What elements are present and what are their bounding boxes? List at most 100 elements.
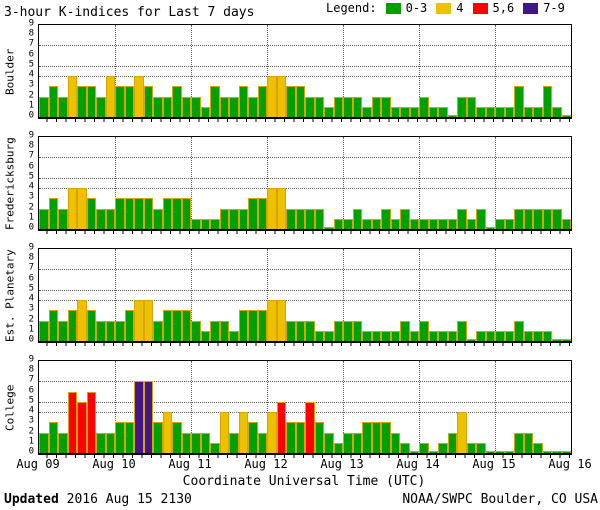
k-bar (77, 86, 87, 117)
y-tick-label: 3 (28, 79, 34, 90)
k-bar (58, 432, 68, 453)
k-bar (172, 86, 182, 117)
k-bar (400, 320, 410, 341)
k-bar (86, 198, 96, 229)
k-bar (343, 320, 353, 341)
k-bar (457, 96, 467, 117)
k-bar (77, 188, 87, 229)
k-bar (333, 96, 343, 117)
k-bar (552, 339, 562, 341)
k-bar (39, 320, 49, 341)
y-tick-label: 9 (28, 354, 34, 365)
legend-item-label: 4 (456, 1, 464, 15)
k-bar (324, 432, 334, 453)
k-bar (561, 339, 571, 341)
k-bar (286, 86, 296, 117)
k-bar (523, 106, 533, 117)
k-bar (191, 96, 201, 117)
k-bar (219, 412, 229, 453)
k-bar (248, 198, 258, 229)
k-gridline-7 (39, 381, 571, 383)
day-gridline (191, 361, 192, 453)
day-gridline (343, 25, 344, 117)
k-bar (286, 422, 296, 453)
k-bar (514, 320, 524, 341)
k-bar (447, 432, 457, 453)
day-gridline (267, 361, 268, 453)
k-bar (276, 188, 286, 229)
k-bar (514, 432, 524, 453)
day-gridline (191, 249, 192, 341)
y-tick-label: 6 (28, 49, 34, 60)
k-bar (419, 218, 429, 229)
k-bar (561, 218, 571, 229)
y-tick-label: 4 (28, 293, 34, 304)
legend-swatch-5,6 (472, 2, 488, 14)
k-bar (257, 310, 267, 341)
k-bar (552, 106, 562, 117)
k-bar (324, 330, 334, 341)
legend-label: Legend: (326, 1, 377, 15)
k-gridline-5 (39, 65, 571, 67)
k-bar (409, 218, 419, 229)
k-bar (191, 320, 201, 341)
k-bar (381, 330, 391, 341)
k-bar (295, 422, 305, 453)
plot-area (38, 360, 572, 455)
day-gridline (267, 249, 268, 341)
k-bar (457, 320, 467, 341)
legend-swatch-0-3 (385, 2, 401, 14)
k-bar (134, 198, 144, 229)
k-bar (200, 106, 210, 117)
y-tick-label: 8 (28, 252, 34, 263)
k-bar (86, 86, 96, 117)
k-bar (48, 310, 58, 341)
day-gridline (495, 249, 496, 341)
k-bar (124, 422, 134, 453)
k-bar (495, 451, 505, 453)
k-bar (390, 432, 400, 453)
k-bar (143, 300, 153, 341)
k-bar (257, 432, 267, 453)
x-tick-label: Aug 10 (92, 457, 136, 471)
x-minor-ticks (38, 343, 570, 346)
k-bar (162, 198, 172, 229)
day-gridline (115, 25, 116, 117)
k-bar (466, 218, 476, 229)
k-bar (533, 442, 543, 453)
day-gridline (495, 25, 496, 117)
k-bar (561, 115, 571, 117)
k-bar (134, 300, 144, 341)
k-bar (466, 442, 476, 453)
k-bar (305, 208, 315, 229)
k-bar (115, 198, 125, 229)
y-tick-label: 4 (28, 181, 34, 192)
k-bar (447, 330, 457, 341)
y-tick-label: 3 (28, 191, 34, 202)
legend-swatch-4 (436, 2, 452, 14)
k-gridline-7 (39, 45, 571, 47)
y-tick-label: 1 (28, 212, 34, 223)
k-bar (276, 76, 286, 117)
y-tick-label: 1 (28, 324, 34, 335)
k-bar (248, 422, 258, 453)
k-bar (390, 330, 400, 341)
day-gridline (115, 137, 116, 229)
y-tick-label: 9 (28, 242, 34, 253)
k-bar (523, 432, 533, 453)
k-bar (466, 339, 476, 341)
k-bar (542, 86, 552, 117)
x-minor-ticks (38, 231, 570, 234)
k-bar (67, 188, 77, 229)
k-bar (200, 218, 210, 229)
k-bar (457, 208, 467, 229)
x-tick-label: Aug 14 (396, 457, 440, 471)
k-bar (504, 451, 514, 453)
k-bar (86, 391, 96, 453)
k-bar (476, 208, 486, 229)
legend-item-label: 7-9 (543, 1, 565, 15)
k-bar (181, 310, 191, 341)
k-bar (96, 208, 106, 229)
